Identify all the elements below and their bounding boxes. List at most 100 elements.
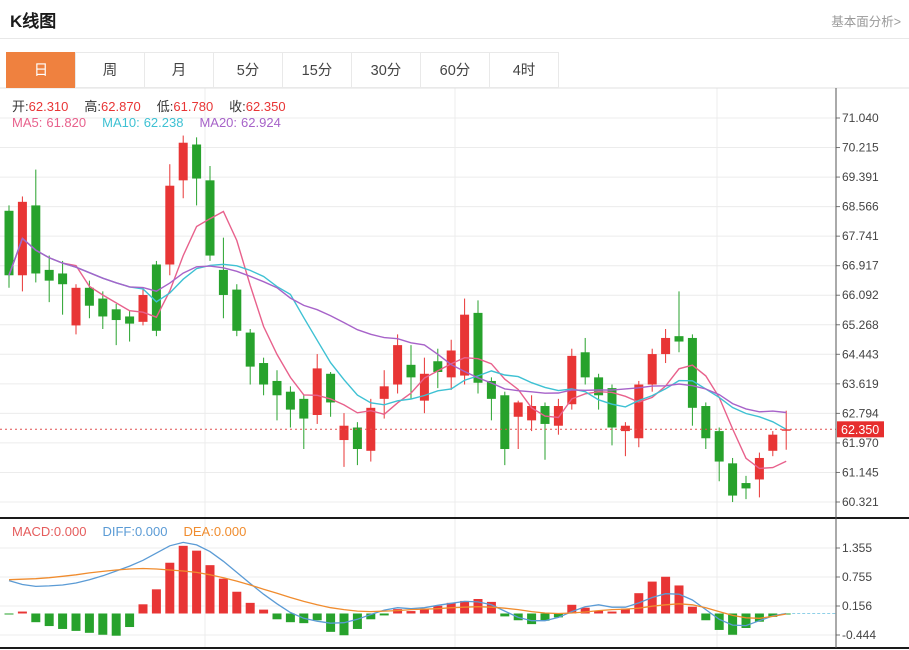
candle-body xyxy=(714,431,724,462)
macd-bar xyxy=(687,606,697,614)
macd-axis-label: 0.156 xyxy=(842,599,872,613)
candle-body xyxy=(138,294,148,322)
macd-bar xyxy=(285,613,295,623)
diff-value: 0.000 xyxy=(134,524,168,539)
diff-label: DIFF: xyxy=(102,524,135,539)
candle-body xyxy=(44,269,54,281)
macd-value: 0.000 xyxy=(53,524,87,539)
interval-tabs: 日周月 5分 15分 30分 60分 4时 xyxy=(6,52,559,88)
candle-body xyxy=(232,289,242,331)
macd-bar xyxy=(728,613,738,635)
macd-bar xyxy=(661,576,671,614)
candle-body xyxy=(58,273,68,285)
macd-bar xyxy=(701,613,711,621)
candle-body xyxy=(728,463,738,496)
candle-body xyxy=(460,314,470,376)
y-axis-label: 61.970 xyxy=(842,436,879,450)
macd-bar xyxy=(419,608,429,614)
low-label: 低: xyxy=(156,99,174,114)
candle-body xyxy=(661,337,671,355)
candle-body xyxy=(312,368,322,415)
candle-body xyxy=(594,377,604,396)
macd-bar xyxy=(500,613,510,617)
fundamental-analysis-link[interactable]: 基本面分析> xyxy=(831,15,901,29)
candle-body xyxy=(272,380,282,396)
candle-body xyxy=(473,312,483,383)
macd-bar xyxy=(138,604,148,614)
tab-月[interactable]: 月 xyxy=(144,52,214,88)
macd-bar xyxy=(125,613,135,628)
close-value: 62.350 xyxy=(245,99,286,114)
candle-body xyxy=(634,384,644,439)
y-axis-label: 67.741 xyxy=(842,229,879,243)
high-label: 高: xyxy=(84,99,102,114)
macd-bar xyxy=(540,613,550,621)
ma10-label: MA10: xyxy=(102,115,140,130)
candle-body xyxy=(527,406,537,421)
candle-body xyxy=(285,391,295,410)
candle-body xyxy=(71,287,81,326)
tab-4时[interactable]: 4时 xyxy=(489,52,559,88)
macd-bar xyxy=(607,611,617,614)
y-axis-label: 64.443 xyxy=(842,347,879,361)
tab-5分[interactable]: 5分 xyxy=(213,52,283,88)
macd-bar xyxy=(178,545,188,614)
open-value: 62.310 xyxy=(28,99,69,114)
tab-日[interactable]: 日 xyxy=(6,52,76,88)
macd-bar xyxy=(366,613,376,620)
macd-bar xyxy=(339,613,349,636)
macd-bar xyxy=(245,602,255,614)
macd-bar xyxy=(768,613,778,617)
candle-body xyxy=(620,425,630,432)
candle-body xyxy=(647,354,657,385)
macd-bar xyxy=(84,613,94,633)
tab-周[interactable]: 周 xyxy=(75,52,145,88)
macd-bar xyxy=(192,550,202,614)
candle-body xyxy=(218,269,228,295)
candle-body xyxy=(540,406,550,424)
candle-body xyxy=(406,364,416,378)
macd-bar xyxy=(44,613,54,627)
tab-30分[interactable]: 30分 xyxy=(351,52,421,88)
macd-bar xyxy=(312,613,322,621)
macd-bar xyxy=(379,613,389,616)
macd-bar xyxy=(17,611,27,614)
macd-axis-label: 1.355 xyxy=(842,541,872,555)
y-axis-label: 62.794 xyxy=(842,406,879,420)
y-axis-label: 70.215 xyxy=(842,141,879,155)
candle-body xyxy=(84,287,94,306)
tab-15分[interactable]: 15分 xyxy=(282,52,352,88)
macd-bar xyxy=(218,578,228,614)
candle-body xyxy=(701,406,711,439)
ma10-value: 62.238 xyxy=(143,115,184,130)
y-axis-label: 68.566 xyxy=(842,200,879,214)
ohlc-legend: 开:62.310 高:62.870 低:61.780 收:62.350 xyxy=(12,96,286,115)
y-axis-label: 60.321 xyxy=(842,495,879,509)
y-axis-label: 63.619 xyxy=(842,377,879,391)
candle-body xyxy=(674,336,684,342)
page-title: K线图 xyxy=(10,12,57,31)
macd-bar xyxy=(527,613,537,625)
tab-60分[interactable]: 60分 xyxy=(420,52,490,88)
ma20-label: MA20: xyxy=(199,115,238,130)
candle-body xyxy=(178,142,188,181)
ma5-label: MA5: xyxy=(12,115,43,130)
candle-body xyxy=(98,298,108,317)
price-badge-text: 62.350 xyxy=(841,423,879,437)
candle-body xyxy=(486,380,496,399)
dea-value: 0.000 xyxy=(213,524,247,539)
macd-bar xyxy=(272,613,282,620)
candle-body xyxy=(419,373,429,401)
dea-label: DEA: xyxy=(183,524,214,539)
macd-bar xyxy=(433,605,443,614)
macd-bar xyxy=(165,562,175,614)
ma5-value: 61.820 xyxy=(46,115,87,130)
macd-bar xyxy=(393,609,403,614)
candle-body xyxy=(339,425,349,441)
y-axis-label: 61.145 xyxy=(842,465,879,479)
candle-body xyxy=(165,185,175,265)
candle-body xyxy=(111,309,121,321)
candle-body xyxy=(352,427,362,450)
macd-axis-label: 0.755 xyxy=(842,570,872,584)
